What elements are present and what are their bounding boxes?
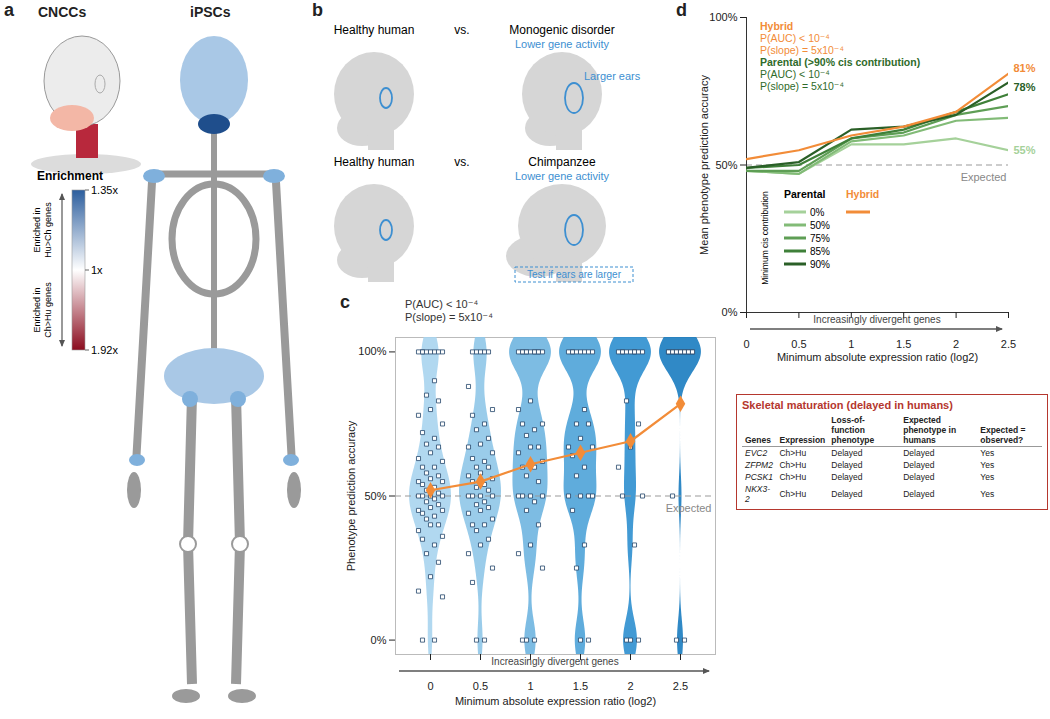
html-text:Delayed: Delayed	[903, 448, 935, 458]
html-text:P(slope) = 5x10⁻⁴: P(slope) = 5x10⁻⁴	[760, 80, 844, 92]
svg-text:Hybrid: Hybrid	[846, 188, 879, 200]
html-text:ZFPM2: ZFPM2	[745, 460, 773, 470]
html-text:Delayed: Delayed	[831, 472, 863, 482]
html-text:Expression: Expression	[779, 435, 826, 445]
html-text:Delayed: Delayed	[831, 489, 863, 499]
html-text:P(AUC) < 10⁻⁴: P(AUC) < 10⁻⁴	[760, 32, 830, 44]
svg-text:Parental: Parental	[784, 188, 826, 200]
svg-text:Healthy human: Healthy human	[334, 23, 415, 37]
svg-text:1: 1	[848, 338, 854, 350]
svg-text:0.5: 0.5	[791, 338, 806, 350]
svg-text:0: 0	[743, 338, 749, 350]
svg-text:Lower gene activity: Lower gene activity	[515, 38, 610, 50]
svg-text:Expected: Expected	[961, 171, 1007, 183]
svg-text:Enriched in: Enriched in	[32, 207, 42, 252]
svg-text:1.35x: 1.35x	[91, 184, 118, 196]
svg-text:Enriched in: Enriched in	[32, 287, 42, 332]
svg-text:0%: 0%	[371, 634, 387, 646]
html-text:Delayed: Delayed	[903, 460, 935, 470]
html-text:P(slope) = 5x10⁻⁴: P(slope) = 5x10⁻⁴	[405, 311, 493, 323]
svg-text:90%: 90%	[810, 259, 830, 270]
html-text:Expected = observed?: Expected = observed?	[980, 425, 1026, 445]
svg-text:Phenotype prediction accuracy: Phenotype prediction accuracy	[345, 420, 357, 571]
svg-text:1: 1	[527, 680, 533, 692]
svg-text:85%: 85%	[810, 246, 830, 257]
html-text:b: b	[312, 0, 323, 20]
svg-text:0.5: 0.5	[473, 680, 488, 692]
svg-text:100%: 100%	[709, 11, 737, 23]
svg-text:2.5: 2.5	[673, 680, 688, 692]
html-text:NKX3-2: NKX3-2	[745, 484, 770, 504]
html-text:Yes: Yes	[980, 460, 995, 470]
html-text:Delayed: Delayed	[903, 472, 935, 482]
html-text:Loss-of-function phenotype: Loss-of-function phenotype	[831, 415, 875, 445]
svg-text:1.5: 1.5	[896, 338, 911, 350]
svg-text:vs.: vs.	[454, 155, 469, 169]
html-text:PCSK1: PCSK1	[745, 472, 773, 482]
svg-text:81%: 81%	[1014, 62, 1036, 74]
html-text:Delayed: Delayed	[831, 460, 863, 470]
svg-text:Monogenic disorder: Monogenic disorder	[509, 23, 614, 37]
svg-text:Chimpanzee: Chimpanzee	[528, 155, 596, 169]
html-text:P(AUC) < 10⁻⁴: P(AUC) < 10⁻⁴	[405, 298, 479, 310]
html-text:P(slope) = 5x10⁻⁴: P(slope) = 5x10⁻⁴	[760, 44, 844, 56]
html-text:Skeletal maturation (delayed i: Skeletal maturation (delayed in humans)	[742, 399, 953, 411]
svg-text:75%: 75%	[810, 233, 830, 244]
html-text:Yes: Yes	[980, 489, 995, 499]
html-text:Yes: Yes	[980, 448, 995, 458]
html-text:Delayed: Delayed	[831, 448, 863, 458]
svg-text:78%: 78%	[1014, 81, 1036, 93]
html-text:EVC2: EVC2	[745, 448, 768, 458]
svg-text:Enrichment: Enrichment	[37, 169, 103, 183]
html-text:iPSCs: iPSCs	[190, 4, 231, 20]
html-text:d: d	[676, 0, 687, 20]
html-text:Ch>Hu: Ch>Hu	[779, 489, 807, 499]
svg-text:Increasingly divergent genes: Increasingly divergent genes	[813, 314, 940, 325]
svg-text:50%: 50%	[810, 220, 830, 231]
html-text:Expected phenotype in humans: Expected phenotype in humans	[903, 415, 957, 445]
html-text:Ch>Hu: Ch>Hu	[779, 448, 807, 458]
svg-text:vs.: vs.	[454, 23, 469, 37]
svg-text:Increasingly divergent genes: Increasingly divergent genes	[491, 656, 618, 667]
html-text:CNCCs: CNCCs	[38, 4, 87, 20]
svg-text:0%: 0%	[810, 207, 825, 218]
svg-text:Mean phenotype prediction accu: Mean phenotype prediction accuracy	[698, 75, 710, 255]
svg-text:Larger ears: Larger ears	[584, 70, 641, 82]
svg-text:100%: 100%	[358, 345, 386, 357]
svg-text:2.5: 2.5	[1001, 338, 1016, 350]
svg-text:Test if ears are larger: Test if ears are larger	[527, 269, 622, 280]
svg-text:Healthy human: Healthy human	[334, 155, 415, 169]
html-text:c: c	[340, 292, 350, 312]
svg-text:2: 2	[953, 338, 959, 350]
html-text:Ch>Hu: Ch>Hu	[779, 472, 807, 482]
svg-text:Minimum absolute expression ra: Minimum absolute expression ratio (log2)	[455, 695, 656, 707]
svg-text:Hu>Ch genes: Hu>Ch genes	[43, 202, 53, 258]
html-text:Hybrid: Hybrid	[760, 20, 794, 32]
svg-text:2: 2	[627, 680, 633, 692]
html-text:Ch>Hu: Ch>Hu	[779, 460, 807, 470]
html-text:Parental (>90% cis contributio: Parental (>90% cis contribution)	[760, 56, 921, 68]
svg-text:55%: 55%	[1014, 144, 1036, 156]
svg-text:0: 0	[427, 680, 433, 692]
svg-text:Minimum cis contribution: Minimum cis contribution	[760, 191, 770, 285]
html-text:Delayed: Delayed	[903, 489, 935, 499]
svg-text:Ch>Hu genes: Ch>Hu genes	[43, 282, 53, 338]
svg-text:1.92x: 1.92x	[91, 344, 118, 356]
svg-text:1x: 1x	[91, 264, 103, 276]
svg-text:Expected: Expected	[666, 502, 712, 514]
html-text:Genes: Genes	[745, 435, 771, 445]
svg-text:50%: 50%	[715, 159, 737, 171]
html-text:a: a	[4, 0, 14, 20]
svg-text:0%: 0%	[722, 306, 738, 318]
svg-text:Lower gene activity: Lower gene activity	[515, 170, 610, 182]
svg-text:50%: 50%	[364, 490, 386, 502]
svg-text:Minimum absolute expression ra: Minimum absolute expression ratio (log2)	[777, 351, 978, 363]
html-text:Yes: Yes	[980, 472, 995, 482]
html-text:P(AUC) < 10⁻⁴: P(AUC) < 10⁻⁴	[760, 68, 830, 80]
svg-text:1.5: 1.5	[573, 680, 588, 692]
